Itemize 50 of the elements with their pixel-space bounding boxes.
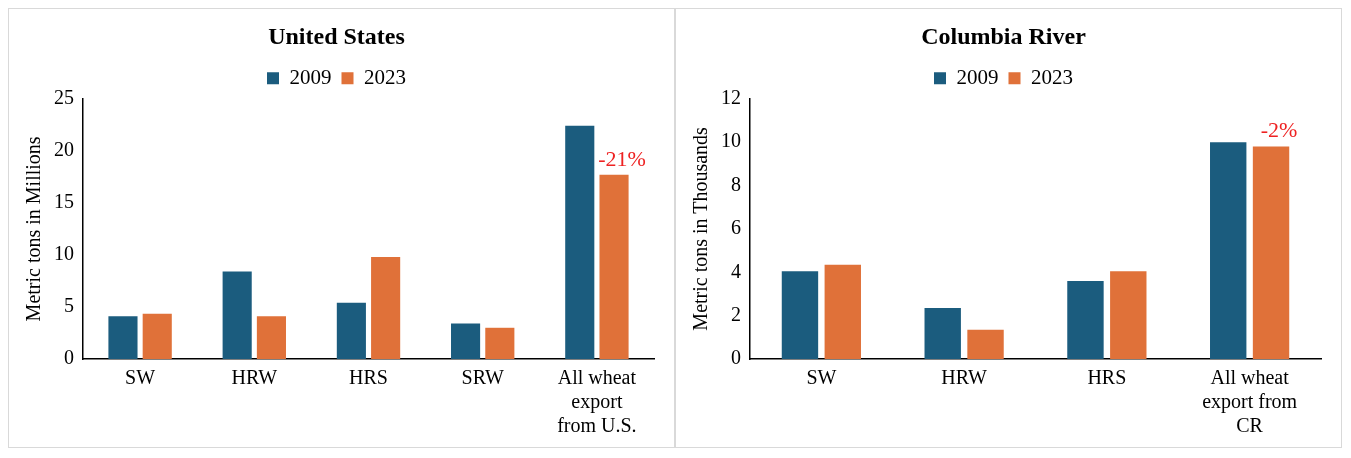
y-tick-label: 2 (731, 302, 741, 325)
bar (967, 329, 1004, 359)
x-tick-label: All wheat export from U.S. (557, 366, 637, 437)
x-tick-label: HRW (231, 366, 278, 389)
bar (451, 323, 481, 359)
bar (1210, 142, 1247, 359)
bar (485, 327, 515, 359)
x-tick-label: HRS (1087, 366, 1127, 389)
bar (1252, 146, 1290, 359)
y-tick-label: 10 (721, 129, 741, 152)
y-tick-label: 5 (64, 294, 74, 317)
chart-title: Columbia River (921, 22, 1087, 49)
y-tick-label: 12 (721, 86, 741, 109)
legend-label: 2009 (289, 64, 332, 89)
bar (824, 264, 861, 359)
bar (336, 302, 366, 359)
x-tick-label: HRS (349, 366, 388, 389)
bar (222, 271, 252, 359)
x-tick-label: SW (125, 366, 156, 389)
y-tick-label: 6 (731, 216, 741, 239)
y-axis-title: Metric tons in Millions (22, 136, 45, 322)
bar (1110, 271, 1147, 359)
y-tick-label: 8 (731, 172, 741, 195)
y-tick-label: 10 (54, 242, 74, 265)
y-tick-label: 0 (731, 346, 741, 369)
annotation: -2% (1260, 117, 1298, 143)
bar (781, 271, 819, 359)
y-tick-label: 20 (54, 138, 74, 161)
bar (371, 257, 401, 359)
bar (924, 308, 961, 359)
bar (256, 316, 286, 359)
x-tick-label: HRW (941, 366, 988, 389)
y-axis-title: Metric tons in Thousands (689, 126, 712, 331)
bar (565, 125, 595, 359)
x-tick-label: SRW (461, 366, 504, 389)
x-tick-label: SW (806, 366, 837, 389)
y-tick-label: 25 (54, 86, 74, 109)
legend-label: 2023 (364, 64, 406, 89)
y-tick-label: 15 (54, 190, 74, 213)
annotation: -21% (598, 145, 646, 171)
bar (142, 313, 172, 359)
x-tick-label: All wheat export from CR (1202, 366, 1298, 437)
bar (599, 174, 629, 359)
bar (108, 316, 138, 359)
legend-label: 2023 (1031, 64, 1073, 89)
y-tick-label: 4 (731, 259, 741, 282)
bar (1067, 280, 1104, 359)
legend-label: 2009 (956, 64, 999, 89)
chart-title: United States (268, 22, 405, 49)
y-tick-label: 0 (64, 346, 74, 369)
